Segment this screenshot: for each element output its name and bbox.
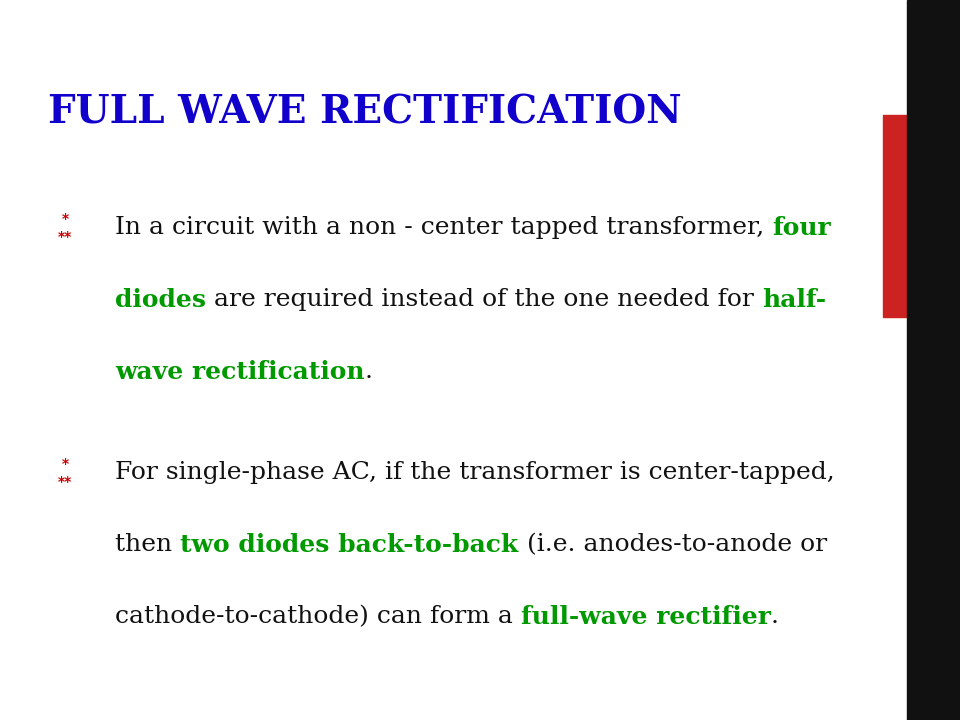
- Text: .: .: [365, 360, 372, 383]
- Text: wave rectification: wave rectification: [115, 360, 365, 384]
- Text: FULL WAVE RECTIFICATION: FULL WAVE RECTIFICATION: [48, 94, 682, 132]
- Text: are required instead of the one needed for: are required instead of the one needed f…: [206, 288, 762, 311]
- Text: full-wave rectifier: full-wave rectifier: [521, 605, 771, 629]
- Text: (i.e. anodes-to-anode or: (i.e. anodes-to-anode or: [518, 533, 827, 556]
- Text: **: **: [59, 230, 72, 244]
- Text: half-: half-: [762, 288, 827, 312]
- Bar: [907, 0, 960, 720]
- Text: **: **: [59, 475, 72, 489]
- Text: diodes: diodes: [115, 288, 206, 312]
- Text: *: *: [61, 212, 69, 226]
- Text: four: four: [773, 216, 831, 240]
- Text: two diodes back-to-back: two diodes back-to-back: [180, 533, 518, 557]
- Text: *: *: [61, 457, 69, 471]
- Text: then: then: [115, 533, 180, 556]
- Text: cathode-to-cathode) can form a: cathode-to-cathode) can form a: [115, 605, 521, 628]
- Text: .: .: [771, 605, 779, 628]
- Text: In a circuit with a non - center tapped transformer,: In a circuit with a non - center tapped …: [115, 216, 773, 239]
- Text: For single-phase AC, if the transformer is center-tapped,: For single-phase AC, if the transformer …: [115, 461, 835, 484]
- Bar: [883, 115, 908, 317]
